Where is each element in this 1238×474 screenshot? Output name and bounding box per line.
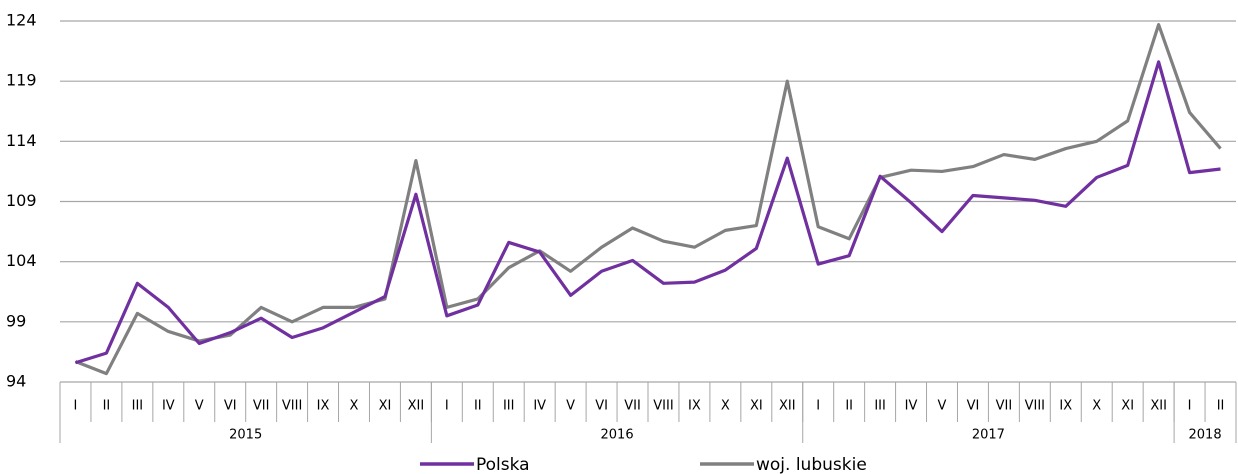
x-tick-label: X (350, 399, 359, 414)
series-line (74, 60, 1221, 365)
x-tick-label: VI (967, 399, 980, 414)
x-tick-label: VIII (653, 399, 673, 414)
x-tick-label: II (474, 399, 482, 414)
x-tick-label: VI (595, 399, 608, 414)
x-group-label: 2016 (601, 428, 634, 443)
x-tick-label: XI (1121, 399, 1134, 414)
x-tick-label: I (1188, 399, 1192, 414)
y-tick-label: 109 (6, 191, 37, 210)
x-tick-label: II (845, 399, 853, 414)
x-tick-label: IX (688, 399, 701, 414)
x-tick-label: V (938, 399, 947, 414)
y-tick-label: 114 (6, 131, 37, 150)
x-tick-label: X (721, 399, 730, 414)
x-tick-label: IX (1059, 399, 1072, 414)
x-tick-label: IV (905, 399, 918, 414)
legend-label: woj. lubuskie (756, 455, 867, 474)
y-tick-label: 104 (6, 251, 37, 270)
x-tick-label: XI (379, 399, 392, 414)
x-tick-label: I (816, 399, 820, 414)
x-tick-label: VII (253, 399, 270, 414)
x-tick-label: IV (162, 399, 175, 414)
x-tick-label: XII (1150, 399, 1167, 414)
x-group-label: 2017 (972, 428, 1005, 443)
x-group-label: 2018 (1189, 428, 1222, 443)
y-tick-label: 99 (6, 311, 26, 330)
x-tick-label: VIII (1025, 399, 1045, 414)
x-group-label: 2015 (229, 428, 262, 443)
y-tick-label: 94 (6, 372, 26, 391)
x-tick-label: VI (224, 399, 237, 414)
x-tick-label: III (503, 399, 515, 414)
x-tick-label: V (195, 399, 204, 414)
x-tick-label: III (132, 399, 144, 414)
x-tick-label: X (1092, 399, 1101, 414)
legend-label: Polska (476, 455, 530, 474)
x-tick-label: III (874, 399, 886, 414)
x-tick-label: VII (996, 399, 1013, 414)
series-line (74, 23, 1222, 376)
y-tick-label: 119 (6, 71, 37, 90)
x-tick-label: VII (624, 399, 641, 414)
x-tick-label: V (566, 399, 575, 414)
x-tick-label: IX (317, 399, 330, 414)
x-tick-label: XII (779, 399, 796, 414)
x-tick-label: II (1217, 399, 1225, 414)
x-tick-label: IV (533, 399, 546, 414)
y-tick-label: 124 (6, 11, 37, 30)
x-tick-label: XI (750, 399, 763, 414)
x-tick-label: II (103, 399, 111, 414)
x-tick-label: I (445, 399, 449, 414)
x-tick-label: I (74, 399, 78, 414)
x-tick-label: VIII (282, 399, 302, 414)
x-tick-label: XII (408, 399, 425, 414)
